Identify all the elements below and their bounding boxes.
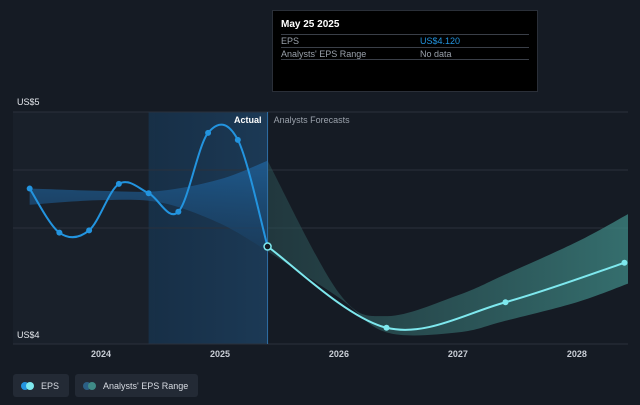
eps-forecast-point[interactable] bbox=[383, 324, 390, 331]
tooltip-range-value: No data bbox=[420, 49, 452, 59]
eps-actual-point[interactable] bbox=[56, 229, 63, 236]
y-axis-top-label: US$5 bbox=[17, 97, 40, 107]
actual-eps-band bbox=[29, 160, 268, 252]
eps-actual-point[interactable] bbox=[145, 190, 152, 197]
tooltip-range-label: Analysts' EPS Range bbox=[281, 49, 367, 59]
x-axis-ticks: 2024 2025 2026 2027 2028 bbox=[91, 349, 587, 359]
eps-forecast-point[interactable] bbox=[621, 259, 628, 266]
eps-forecast-point[interactable] bbox=[502, 299, 509, 306]
tooltip-eps-label: EPS bbox=[281, 36, 300, 46]
legend-eps-label: EPS bbox=[41, 380, 60, 391]
actual-label: Actual bbox=[234, 115, 262, 125]
range-legend-icon bbox=[83, 381, 97, 390]
eps-actual-point[interactable] bbox=[205, 129, 212, 136]
x-tick-2025: 2025 bbox=[210, 349, 230, 359]
y-axis-bottom-label: US$4 bbox=[17, 330, 40, 340]
data-points bbox=[26, 129, 628, 331]
x-tick-2026: 2026 bbox=[329, 349, 349, 359]
tooltip-date: May 25 2025 bbox=[281, 19, 340, 30]
eps-forecast-point[interactable] bbox=[263, 242, 272, 251]
x-tick-2028: 2028 bbox=[567, 349, 587, 359]
eps-actual-point[interactable] bbox=[26, 185, 33, 192]
legend-item-range[interactable]: Analysts' EPS Range bbox=[75, 374, 199, 397]
forecast-label: Analysts Forecasts bbox=[274, 115, 351, 125]
grid-lines bbox=[13, 111, 628, 345]
hover-tooltip: May 25 2025 EPS US$4.120 Analysts' EPS R… bbox=[272, 10, 538, 92]
eps-legend-icon bbox=[21, 381, 35, 390]
eps-actual-point[interactable] bbox=[175, 208, 182, 215]
tooltip-eps-value: US$4.120 bbox=[420, 36, 461, 46]
tooltip-row-eps: EPS US$4.120 bbox=[281, 34, 529, 47]
legend-item-eps[interactable]: EPS bbox=[13, 374, 70, 397]
eps-actual-point[interactable] bbox=[86, 227, 93, 234]
analysts-eps-range-band bbox=[267, 160, 628, 336]
tooltip-row-range: Analysts' EPS Range No data bbox=[281, 47, 529, 60]
legend: EPS Analysts' EPS Range bbox=[13, 374, 199, 397]
eps-actual-point[interactable] bbox=[115, 180, 122, 187]
eps-actual-point[interactable] bbox=[234, 136, 241, 143]
x-tick-2027: 2027 bbox=[448, 349, 468, 359]
legend-range-label: Analysts' EPS Range bbox=[103, 380, 189, 391]
x-tick-2024: 2024 bbox=[91, 349, 111, 359]
eps-forecast-line bbox=[267, 245, 625, 331]
